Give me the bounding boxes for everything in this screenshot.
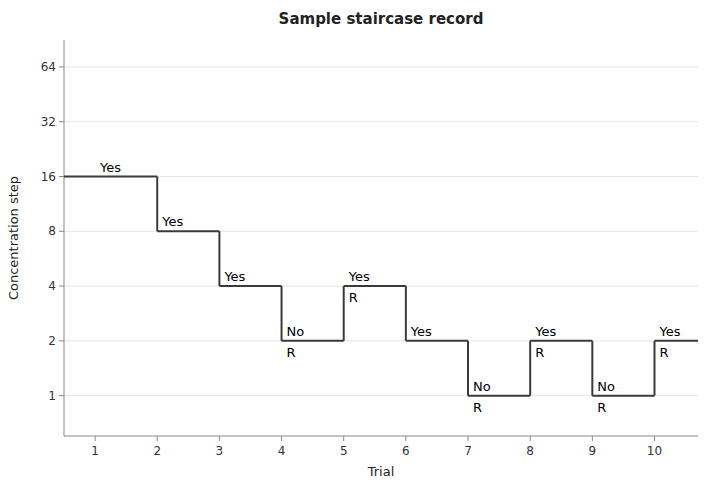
y-tick-label: 2 — [48, 334, 56, 348]
y-tick — [59, 66, 64, 67]
plot-area — [64, 177, 698, 396]
x-tick-label: 3 — [216, 444, 224, 458]
step-segment — [406, 340, 468, 342]
reversal-label: R — [473, 400, 482, 415]
y-tick-label: 4 — [48, 279, 56, 293]
x-tick — [592, 436, 593, 441]
grid — [64, 67, 698, 396]
grid-line — [64, 395, 698, 396]
reversal-label: R — [349, 290, 358, 305]
annotation: No — [473, 379, 491, 394]
y-tick — [59, 121, 64, 122]
step-segment — [468, 395, 530, 397]
axes: 1 2 4 8 16 32 64 1 2 3 4 5 6 7 8 9 10 — [41, 40, 698, 458]
y-tick-label: 32 — [41, 115, 56, 129]
x-tick-label: 1 — [91, 444, 99, 458]
annotation: Yes — [99, 160, 121, 175]
annotations: Yes Yes Yes No R Yes R Yes No R Yes R No R Yes R — [99, 160, 681, 415]
annotation: Yes — [658, 324, 680, 339]
step-riser — [156, 177, 158, 232]
annotation: No — [287, 324, 305, 339]
y-tick — [59, 395, 64, 396]
y-tick — [59, 340, 64, 341]
grid-line — [64, 231, 698, 232]
y-tick-label: 64 — [41, 60, 56, 74]
x-tick-label: 7 — [464, 444, 472, 458]
reversal-label: R — [535, 345, 544, 360]
x-axis-line — [64, 436, 698, 437]
step-riser — [343, 286, 345, 341]
x-axis-label: Trial — [367, 464, 395, 479]
reversal-label: R — [287, 345, 296, 360]
step-segment — [530, 340, 592, 342]
x-tick-label: 9 — [589, 444, 597, 458]
step-riser — [218, 231, 220, 286]
x-tick — [343, 436, 344, 441]
annotation: Yes — [348, 269, 370, 284]
x-tick-label: 8 — [526, 444, 534, 458]
step-riser — [653, 341, 655, 396]
x-tick — [405, 436, 406, 441]
x-tick — [468, 436, 469, 441]
x-tick — [530, 436, 531, 441]
x-tick — [654, 436, 655, 441]
y-axis-label: Concentration step — [6, 176, 21, 300]
step-riser — [591, 341, 593, 396]
title: Sample staircase record — [279, 10, 484, 28]
step-segment — [64, 176, 157, 178]
x-tick — [219, 436, 220, 441]
x-tick — [95, 436, 96, 441]
y-tick — [59, 286, 64, 287]
x-tick-label: 10 — [647, 444, 662, 458]
step-segment — [344, 285, 406, 287]
annotation: Yes — [223, 269, 245, 284]
y-tick-label: 1 — [48, 389, 56, 403]
step-segment — [219, 285, 281, 287]
grid-line — [64, 286, 698, 287]
y-tick — [59, 176, 64, 177]
x-tick-label: 5 — [340, 444, 348, 458]
step-riser — [467, 341, 469, 396]
x-tick-label: 6 — [402, 444, 410, 458]
grid-line — [64, 340, 698, 341]
grid-line — [64, 66, 698, 67]
annotation: No — [597, 379, 615, 394]
reversal-label: R — [659, 345, 668, 360]
y-tick-label: 8 — [48, 224, 56, 238]
y-tick — [59, 231, 64, 232]
annotation: Yes — [161, 214, 183, 229]
y-tick-label: 16 — [41, 170, 56, 184]
annotation: Yes — [410, 324, 432, 339]
step-segment — [592, 395, 654, 397]
step-riser — [405, 286, 407, 341]
step-segment — [654, 340, 698, 342]
grid-line — [64, 176, 698, 177]
x-tick — [157, 436, 158, 441]
chart: 1 2 4 8 16 32 64 1 2 3 4 5 6 7 8 9 10 Sample staircase re… — [0, 0, 720, 488]
step-riser — [529, 341, 531, 396]
x-tick-label: 4 — [278, 444, 286, 458]
grid-line — [64, 121, 698, 122]
step-riser — [281, 286, 283, 341]
step-segment — [282, 340, 344, 342]
x-tick-label: 2 — [153, 444, 161, 458]
step-segment — [157, 230, 219, 232]
x-tick — [281, 436, 282, 441]
annotation: Yes — [534, 324, 556, 339]
reversal-label: R — [597, 400, 606, 415]
y-axis-line — [64, 40, 65, 436]
